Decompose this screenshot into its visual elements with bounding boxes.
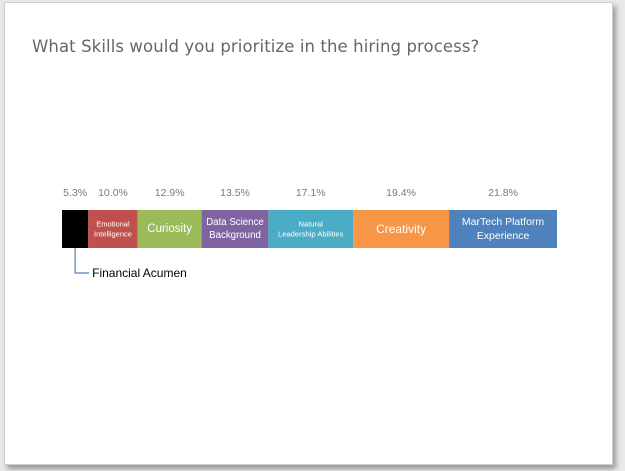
value-label-curiosity: 12.9% bbox=[155, 187, 185, 199]
slide: What Skills would you prioritize in the … bbox=[4, 2, 613, 465]
segment-label-emotional-intelligence-2: Intelligence bbox=[94, 229, 132, 238]
segment-label-data-science-background-1: Data Science bbox=[206, 217, 264, 228]
segment-label-emotional-intelligence-1: Emotional bbox=[96, 220, 130, 229]
value-label-data-science-background: 13.5% bbox=[220, 187, 250, 199]
segment-label-data-science-background-2: Background bbox=[209, 230, 261, 241]
segment-label-martech-platform-experience-1: MarTech Platform bbox=[462, 216, 545, 228]
value-label-creativity: 19.4% bbox=[386, 187, 416, 199]
value-label-financial-acumen: 5.3% bbox=[63, 187, 87, 199]
segment-label-creativity-1: Creativity bbox=[376, 222, 426, 236]
callout-label-financial-acumen: Financial Acumen bbox=[92, 266, 187, 280]
segment-label-natural-leadership-abilities-1: Natural bbox=[298, 220, 323, 229]
segment-label-martech-platform-experience-2: Experience bbox=[477, 230, 530, 242]
segment-label-natural-leadership-abilities-2: Leadership Abilities bbox=[278, 229, 344, 238]
segment-label-curiosity-1: Curiosity bbox=[147, 223, 192, 235]
value-label-natural-leadership-abilities: 17.1% bbox=[296, 187, 326, 199]
bar-segment-financial-acumen bbox=[62, 210, 88, 248]
callout-leader-line bbox=[75, 248, 89, 273]
value-label-martech-platform-experience: 21.8% bbox=[488, 187, 518, 199]
value-label-emotional-intelligence: 10.0% bbox=[98, 187, 128, 199]
